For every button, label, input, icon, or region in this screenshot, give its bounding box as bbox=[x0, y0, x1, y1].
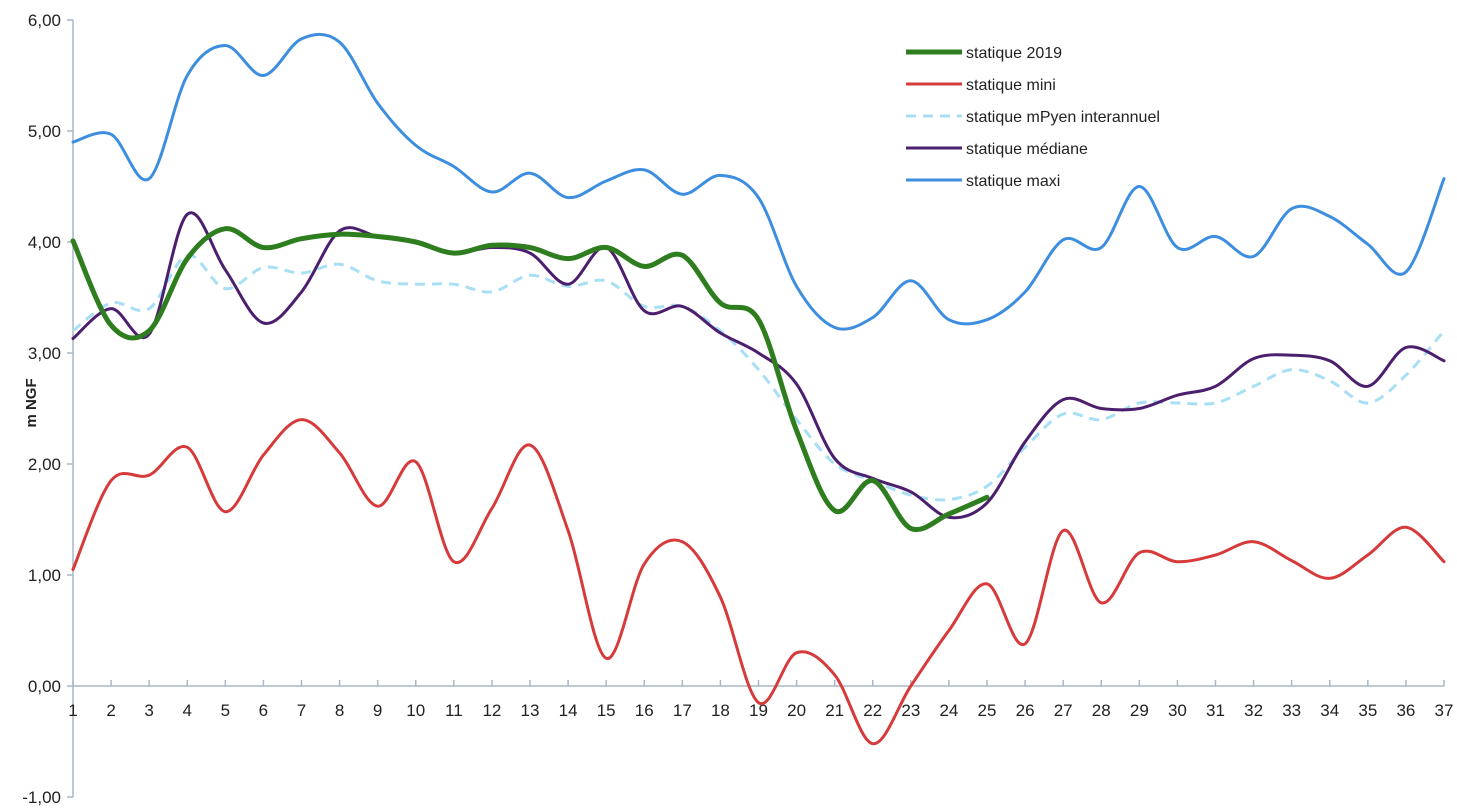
x-tick-label: 4 bbox=[183, 701, 192, 720]
x-tick-label: 13 bbox=[521, 701, 540, 720]
series-line-4 bbox=[71, 211, 1446, 520]
x-tick-label: 6 bbox=[259, 701, 268, 720]
x-tick-label: 7 bbox=[297, 701, 306, 720]
x-tick-label: 31 bbox=[1206, 701, 1225, 720]
x-tick-label: 36 bbox=[1396, 701, 1415, 720]
y-tick-label: -1,00 bbox=[22, 788, 61, 807]
x-axis: 1 2 3 4 5 6 7 8 9 10 11 12 13 14 15 16 17 18 19 20 21 22 23 24 2… bbox=[68, 680, 1453, 720]
x-tick-label: 26 bbox=[1016, 701, 1035, 720]
series-lines bbox=[70, 32, 1446, 746]
legend-label: statique mPyen interannuel bbox=[966, 109, 1160, 126]
x-tick-label: 16 bbox=[635, 701, 654, 720]
x-tick-label: 5 bbox=[221, 701, 230, 720]
y-tick-label: 4,00 bbox=[28, 233, 61, 252]
legend: statique 2019 statique mini statique mPyen… bbox=[906, 45, 1160, 190]
x-tick-label: 2 bbox=[106, 701, 115, 720]
x-tick-label: 1 bbox=[68, 701, 77, 720]
series-line-1 bbox=[70, 226, 990, 533]
legend-label: statique 2019 bbox=[966, 45, 1062, 62]
x-tick-label: 21 bbox=[825, 701, 844, 720]
x-tick-label: 23 bbox=[901, 701, 920, 720]
x-tick-label: 33 bbox=[1282, 701, 1301, 720]
y-axis-title: m NGF bbox=[23, 378, 40, 427]
x-tick-label: 8 bbox=[335, 701, 344, 720]
x-tick-label: 35 bbox=[1358, 701, 1377, 720]
y-tick-label: 0,00 bbox=[28, 677, 61, 696]
x-tick-label: 27 bbox=[1054, 701, 1073, 720]
y-tick-label: 5,00 bbox=[28, 122, 61, 141]
y-axis: -1,00 0,00 1,00 2,00 3,00 4,00 5,00 6,00 bbox=[22, 11, 74, 807]
x-tick-label: 34 bbox=[1320, 701, 1339, 720]
series-line-2 bbox=[71, 418, 1446, 746]
legend-label: statique maxi bbox=[966, 173, 1060, 190]
legend-label: statique médiane bbox=[966, 141, 1088, 158]
legend-label: statique mini bbox=[966, 77, 1056, 94]
x-tick-label: 3 bbox=[144, 701, 153, 720]
series-line-5 bbox=[71, 32, 1446, 331]
y-tick-label: 3,00 bbox=[28, 344, 61, 363]
x-tick-label: 19 bbox=[749, 701, 768, 720]
series-line-3 bbox=[72, 253, 1446, 502]
y-tick-label: 1,00 bbox=[28, 566, 61, 585]
x-tick-label: 17 bbox=[673, 701, 692, 720]
x-tick-label: 30 bbox=[1168, 701, 1187, 720]
x-tick-label: 9 bbox=[373, 701, 382, 720]
x-tick-label: 11 bbox=[445, 701, 463, 720]
x-tick-label: 18 bbox=[711, 701, 730, 720]
x-tick-label: 37 bbox=[1435, 701, 1454, 720]
x-tick-label: 12 bbox=[482, 701, 501, 720]
x-tick-label: 24 bbox=[939, 701, 958, 720]
y-tick-label: 2,00 bbox=[28, 455, 61, 474]
x-tick-label: 32 bbox=[1244, 701, 1263, 720]
x-tick-label: 28 bbox=[1092, 701, 1111, 720]
x-tick-label: 29 bbox=[1130, 701, 1149, 720]
x-tick-label: 10 bbox=[406, 701, 425, 720]
x-tick-label: 15 bbox=[597, 701, 616, 720]
x-tick-label: 25 bbox=[978, 701, 997, 720]
y-tick-label: 6,00 bbox=[28, 11, 61, 30]
x-tick-label: 22 bbox=[863, 701, 882, 720]
x-tick-label: 20 bbox=[787, 701, 806, 720]
x-tick-label: 14 bbox=[559, 701, 578, 720]
